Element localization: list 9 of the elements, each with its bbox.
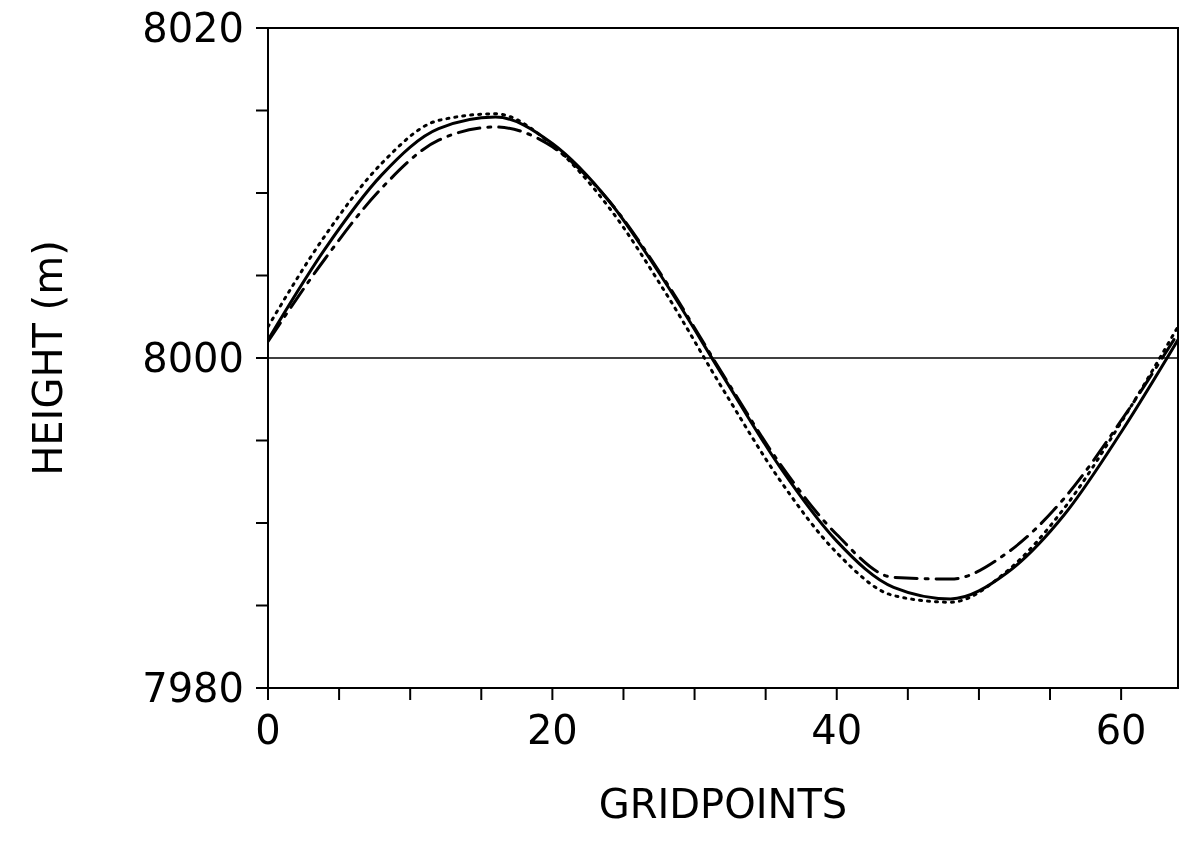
x-axis-title: GRIDPOINTS xyxy=(598,781,848,827)
x-tick-label: 40 xyxy=(811,707,863,754)
x-tick-label: 20 xyxy=(526,707,578,754)
y-tick-label: 8020 xyxy=(142,5,244,52)
y-tick-label: 8000 xyxy=(142,335,244,382)
x-tick-label: 60 xyxy=(1095,707,1147,754)
y-tick-label: 7980 xyxy=(142,665,244,712)
y-axis-title: HEIGHT (m) xyxy=(25,240,72,476)
x-tick-label: 0 xyxy=(255,707,281,754)
